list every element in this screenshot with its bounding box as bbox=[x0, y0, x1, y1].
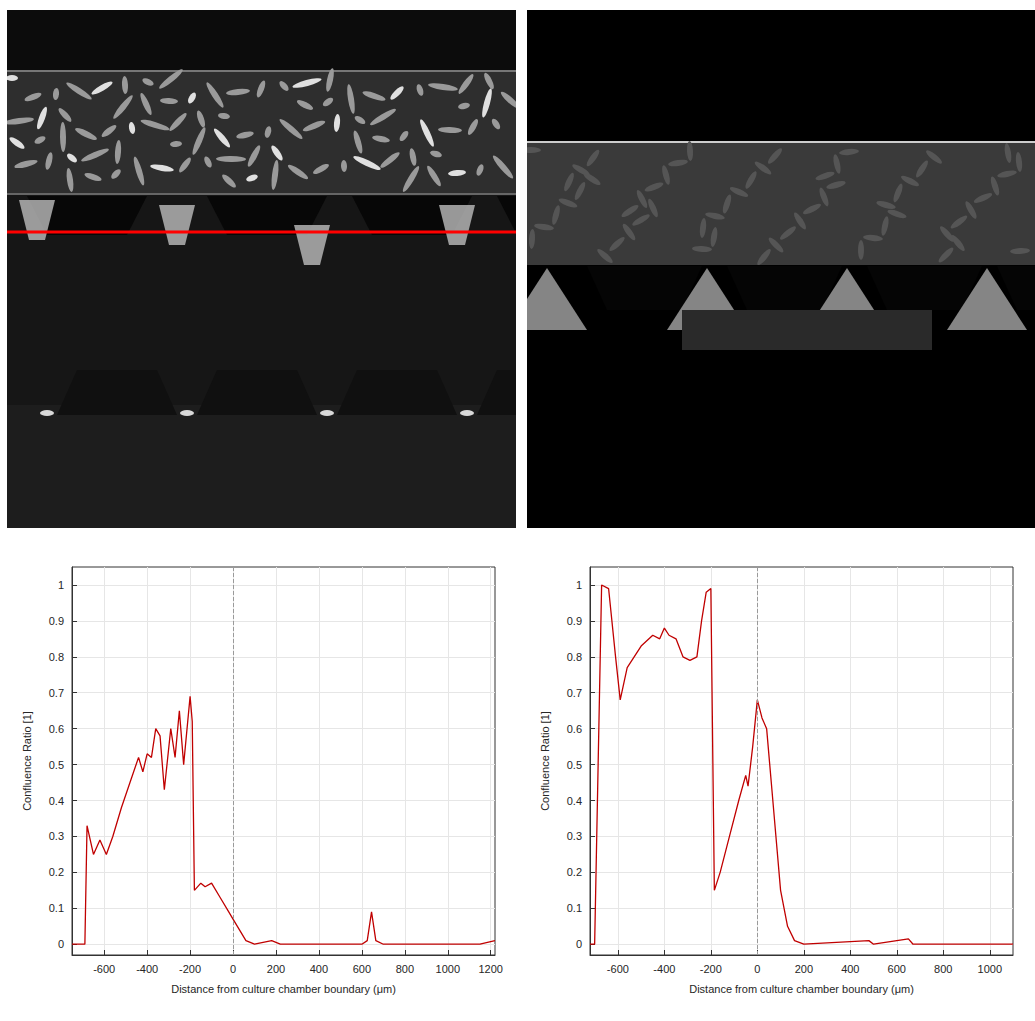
svg-text:Distance from culture chamber: Distance from culture chamber boundary (… bbox=[689, 983, 914, 995]
svg-text:0.9: 0.9 bbox=[49, 615, 64, 627]
svg-text:Distance from culture chamber: Distance from culture chamber boundary (… bbox=[171, 983, 396, 995]
svg-text:0.5: 0.5 bbox=[49, 759, 64, 771]
svg-text:0.2: 0.2 bbox=[49, 866, 64, 878]
svg-text:0: 0 bbox=[754, 963, 760, 975]
svg-text:Confluence Ratio [1]: Confluence Ratio [1] bbox=[21, 711, 33, 811]
svg-text:0: 0 bbox=[576, 938, 582, 950]
svg-text:-600: -600 bbox=[607, 963, 629, 975]
svg-text:0.5: 0.5 bbox=[567, 759, 582, 771]
svg-text:1: 1 bbox=[576, 579, 582, 591]
svg-text:1000: 1000 bbox=[978, 963, 1002, 975]
svg-text:600: 600 bbox=[888, 963, 906, 975]
svg-text:800: 800 bbox=[396, 963, 414, 975]
svg-text:400: 400 bbox=[310, 963, 328, 975]
svg-text:200: 200 bbox=[267, 963, 285, 975]
svg-text:1: 1 bbox=[58, 579, 64, 591]
svg-text:1200: 1200 bbox=[478, 963, 502, 975]
svg-text:0.1: 0.1 bbox=[567, 902, 582, 914]
svg-text:0.3: 0.3 bbox=[567, 830, 582, 842]
svg-text:Confluence Ratio [1]: Confluence Ratio [1] bbox=[539, 711, 551, 811]
svg-text:800: 800 bbox=[934, 963, 952, 975]
svg-text:-200: -200 bbox=[179, 963, 201, 975]
svg-text:0.6: 0.6 bbox=[567, 723, 582, 735]
svg-text:0: 0 bbox=[230, 963, 236, 975]
svg-text:200: 200 bbox=[795, 963, 813, 975]
svg-text:0.4: 0.4 bbox=[49, 795, 64, 807]
svg-text:0.9: 0.9 bbox=[567, 615, 582, 627]
svg-text:0.7: 0.7 bbox=[49, 687, 64, 699]
svg-text:-600: -600 bbox=[93, 963, 115, 975]
svg-text:-400: -400 bbox=[653, 963, 675, 975]
svg-text:-200: -200 bbox=[700, 963, 722, 975]
svg-text:0.7: 0.7 bbox=[567, 687, 582, 699]
svg-text:400: 400 bbox=[841, 963, 859, 975]
svg-text:0.6: 0.6 bbox=[49, 723, 64, 735]
svg-text:-400: -400 bbox=[136, 963, 158, 975]
svg-text:0.8: 0.8 bbox=[49, 651, 64, 663]
svg-text:1000: 1000 bbox=[436, 963, 460, 975]
svg-text:0.4: 0.4 bbox=[567, 795, 582, 807]
svg-text:0.8: 0.8 bbox=[567, 651, 582, 663]
svg-text:0.1: 0.1 bbox=[49, 902, 64, 914]
svg-text:0.2: 0.2 bbox=[567, 866, 582, 878]
svg-text:0.3: 0.3 bbox=[49, 830, 64, 842]
svg-text:600: 600 bbox=[353, 963, 371, 975]
svg-text:0: 0 bbox=[58, 938, 64, 950]
